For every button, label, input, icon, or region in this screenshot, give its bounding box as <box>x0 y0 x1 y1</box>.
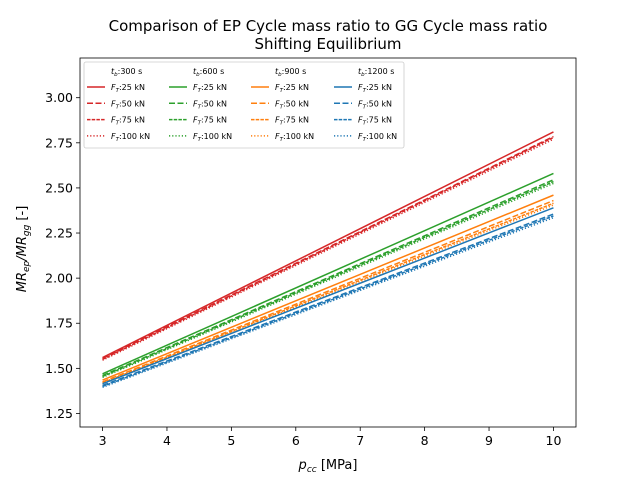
series-line-6 <box>102 180 554 378</box>
legend-entry-label: FT:50 kN <box>275 99 309 110</box>
legend-column-header: tb:300 s <box>111 67 142 78</box>
series-line-0 <box>102 131 554 359</box>
legend-entry-label: FT:75 kN <box>111 116 145 127</box>
series-line-3 <box>102 138 554 361</box>
legend-entry-label: FT:100 kN <box>111 132 150 143</box>
series-line-15 <box>102 216 554 389</box>
series-line-1 <box>102 135 554 360</box>
x-tick-label: 5 <box>227 433 235 448</box>
series-line-13 <box>102 213 554 387</box>
legend-entry-label: FT:25 kN <box>193 83 227 94</box>
y-tick-label: 2.50 <box>45 180 73 195</box>
series-line-9 <box>102 199 554 383</box>
series-line-4 <box>102 172 554 375</box>
x-tick-label: 4 <box>163 433 171 448</box>
chart-subtitle: Shifting Equilibrium <box>254 35 401 53</box>
series-layer <box>102 131 554 389</box>
legend-entry-label: FT:50 kN <box>111 99 145 110</box>
legend: tb:300 s FT:25 kN FT:50 kN FT:75 kN FT:100 k… <box>83 61 405 149</box>
legend-entry-label: FT:25 kN <box>358 83 392 94</box>
y-tick-label: 1.25 <box>45 406 73 421</box>
legend-entry-label: FT:100 kN <box>275 132 314 143</box>
x-tick-label: 10 <box>546 433 562 448</box>
x-tick-label: 7 <box>356 433 364 448</box>
legend-entry-label: FT:75 kN <box>193 116 227 127</box>
series-line-2 <box>102 136 554 361</box>
legend-entry-label: FT:75 kN <box>358 116 392 127</box>
plot-frame <box>79 57 577 428</box>
legend-entry-label: FT:25 kN <box>111 83 145 94</box>
legend-column-header: tb:600 s <box>193 67 224 78</box>
legend-box <box>83 61 405 149</box>
legend-entry-label: FT:75 kN <box>275 116 309 127</box>
x-tick-label: 9 <box>485 433 493 448</box>
axes-layer: 3 4 5 6 7 8 9 10 1.25 1.50 1.75 2.00 2.25 2.50 2.75 3.0… <box>45 57 577 448</box>
legend-entry-label: FT:100 kN <box>193 132 232 143</box>
series-line-14 <box>102 215 554 388</box>
y-tick-label: 2.25 <box>45 226 73 241</box>
y-tick-label: 3.00 <box>45 90 73 105</box>
legend-column-header: tb:900 s <box>275 67 306 78</box>
y-tick-label: 1.50 <box>45 361 73 376</box>
legend-column-header: tb:1200 s <box>358 67 394 78</box>
series-line-10 <box>102 202 554 384</box>
x-tick-label: 8 <box>421 433 429 448</box>
chart-title: Comparison of EP Cycle mass ratio to GG … <box>109 17 548 35</box>
x-tick-label: 3 <box>99 433 107 448</box>
series-line-5 <box>102 179 554 377</box>
x-tick-label: 6 <box>292 433 300 448</box>
legend-entry-label: FT:50 kN <box>193 99 227 110</box>
legend-entry-label: FT:25 kN <box>275 83 309 94</box>
y-tick-label: 2.75 <box>45 135 73 150</box>
y-axis-label: MRep/MRgg [-] <box>15 206 32 293</box>
series-line-8 <box>102 194 554 381</box>
legend-entry-label: FT:50 kN <box>358 99 392 110</box>
x-axis-label: pcc [MPa] <box>298 458 358 475</box>
y-tick-label: 2.00 <box>45 271 73 286</box>
legend-entry-label: FT:100 kN <box>358 132 397 143</box>
series-line-12 <box>102 207 554 385</box>
y-tick-label: 1.75 <box>45 316 73 331</box>
